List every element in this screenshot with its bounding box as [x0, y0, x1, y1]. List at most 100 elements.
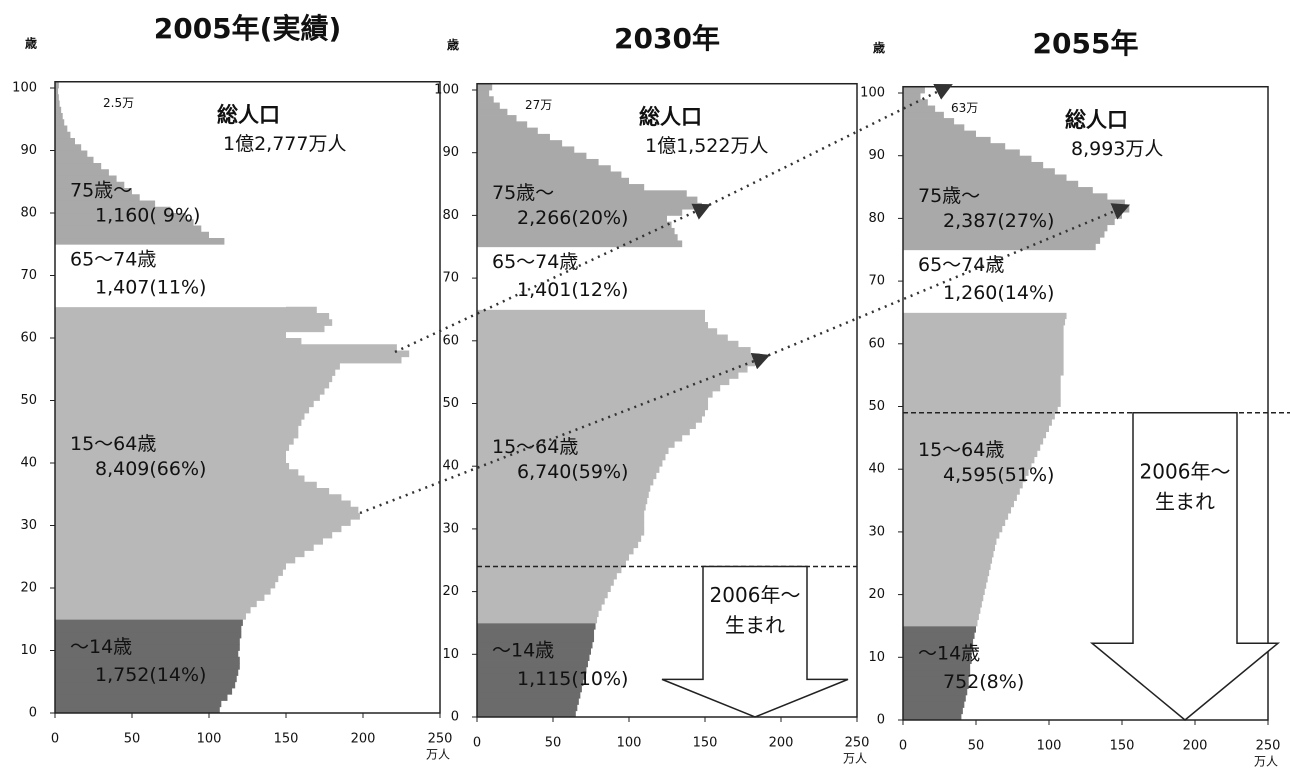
chart-title: 2005年(実績)	[154, 12, 342, 45]
bar	[903, 293, 1073, 301]
bar	[903, 161, 1044, 169]
bar	[903, 256, 1090, 263]
bar	[55, 694, 228, 701]
bar	[903, 168, 1055, 175]
bar	[477, 698, 579, 705]
bar	[477, 566, 622, 574]
born-label: 生まれ	[725, 613, 785, 637]
x-axis-unit: 万人	[1254, 755, 1278, 769]
bar	[55, 100, 60, 108]
bar	[477, 171, 622, 179]
bar	[477, 328, 718, 335]
bar	[55, 338, 302, 345]
bar	[903, 105, 936, 113]
y-tick-label: 40	[442, 459, 459, 474]
bar	[477, 553, 629, 561]
group-label: 〜14歳	[918, 643, 980, 665]
bar	[55, 256, 248, 264]
bar	[477, 629, 595, 636]
bar	[477, 648, 591, 655]
bar	[477, 434, 683, 442]
bar	[477, 516, 645, 524]
bar	[55, 406, 310, 414]
x-tick-label: 50	[968, 739, 985, 754]
bar	[55, 494, 342, 501]
bar	[903, 224, 1108, 232]
y-tick-label: 100	[12, 81, 37, 96]
bar	[55, 681, 236, 689]
bar	[903, 481, 1023, 489]
bar	[55, 531, 333, 539]
bar	[477, 83, 493, 91]
bar	[477, 378, 730, 386]
bar	[477, 478, 654, 486]
bar	[903, 387, 1061, 395]
bar	[903, 556, 993, 564]
bar	[477, 510, 645, 517]
bar	[477, 146, 575, 154]
bar	[903, 488, 1020, 495]
bar	[903, 362, 1064, 370]
bar	[477, 666, 587, 674]
bar	[903, 506, 1012, 514]
bar	[477, 679, 584, 687]
y-tick-label: 10	[442, 647, 459, 662]
bar	[477, 585, 611, 592]
bar	[55, 525, 342, 533]
bar	[55, 81, 59, 89]
y-axis-unit: 歳	[447, 37, 459, 52]
bar	[55, 556, 296, 564]
bar	[903, 594, 984, 602]
bar	[477, 472, 657, 480]
bar	[55, 394, 320, 401]
bar	[55, 194, 140, 201]
bar	[477, 121, 528, 129]
bar	[477, 296, 705, 304]
bar	[903, 331, 1064, 338]
bar	[477, 597, 605, 605]
bar	[477, 579, 614, 586]
y-tick-label: 100	[434, 83, 459, 98]
y-tick-label: 40	[868, 462, 885, 477]
bar	[903, 187, 1093, 194]
bar	[55, 156, 94, 164]
bar	[477, 246, 690, 254]
bar	[903, 249, 1093, 257]
bar	[55, 113, 63, 120]
bar	[477, 397, 709, 404]
bar	[903, 243, 1096, 251]
x-tick-label: 100	[197, 732, 222, 747]
bar	[55, 488, 330, 495]
bar	[55, 663, 240, 670]
group-label: 75歳〜	[918, 185, 980, 207]
bar	[903, 550, 994, 558]
bar	[55, 269, 256, 276]
bar	[903, 494, 1017, 501]
x-tick-label: 200	[1183, 739, 1208, 754]
bar	[55, 456, 286, 464]
bar	[477, 641, 593, 649]
plot-frame	[902, 85, 1269, 721]
bar	[903, 381, 1061, 389]
bar	[55, 700, 222, 708]
bar	[477, 572, 617, 580]
bar	[477, 347, 751, 354]
born-label: 2006年〜	[710, 583, 801, 607]
bar	[55, 275, 263, 283]
group-value: 1,752(14%)	[95, 664, 206, 686]
bar	[903, 663, 971, 671]
bar	[903, 462, 1032, 470]
y-tick-label: 0	[877, 713, 885, 728]
bar	[903, 644, 974, 652]
bar	[903, 625, 976, 633]
group-label: 75歳〜	[70, 180, 132, 202]
bar	[55, 450, 286, 458]
bar	[903, 287, 1076, 295]
x-tick-label: 0	[473, 736, 481, 751]
bar	[903, 199, 1125, 207]
bar	[477, 227, 675, 235]
bar	[903, 513, 1009, 520]
bar	[477, 115, 517, 122]
bar	[477, 441, 675, 448]
bar	[55, 206, 171, 214]
